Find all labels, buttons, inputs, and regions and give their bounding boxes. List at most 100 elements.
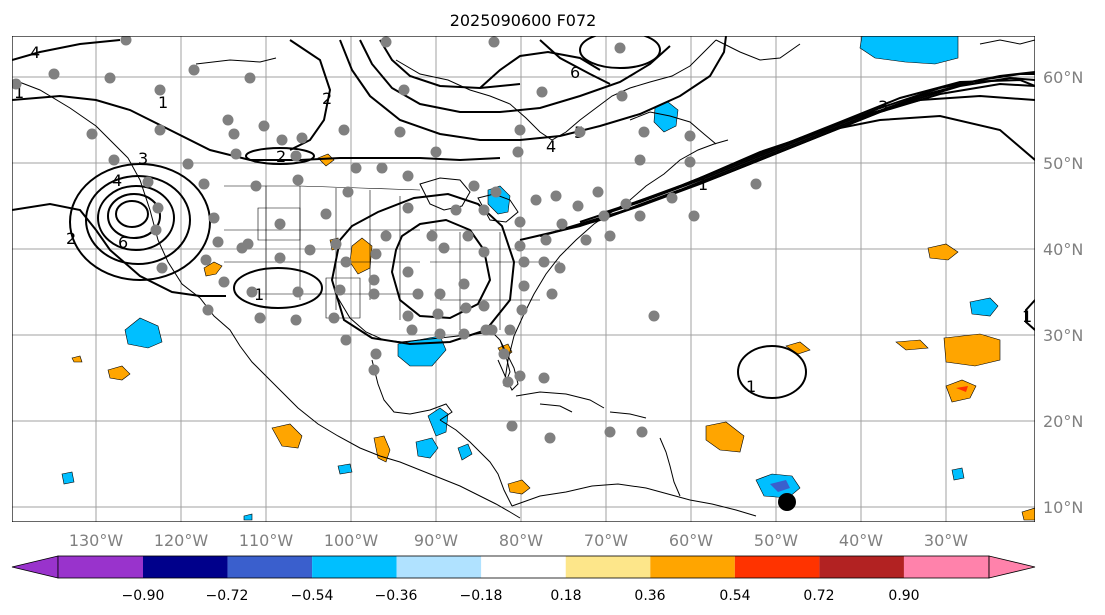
station-dot (380, 230, 392, 242)
station-dot (330, 238, 342, 250)
station-dot (488, 36, 500, 48)
lat-label: 30°N (1043, 326, 1083, 345)
station-dot (402, 202, 414, 214)
contour-label: 1 (158, 93, 168, 112)
station-dot (538, 372, 550, 384)
station-dot (320, 208, 332, 220)
station-dot (274, 252, 286, 264)
colorbar-segment (565, 556, 651, 578)
station-dot (480, 324, 492, 336)
station-dot (340, 334, 352, 346)
station-dot (536, 86, 548, 98)
station-dot (636, 426, 648, 438)
colorbar-outline (57, 555, 990, 579)
station-dot (154, 84, 166, 96)
station-dot (458, 328, 470, 340)
lat-label: 10°N (1043, 498, 1083, 517)
station-dot (638, 126, 650, 138)
station-dot (222, 114, 234, 126)
station-dot (12, 78, 22, 90)
colorbar-segment (227, 556, 313, 578)
station-dot (518, 280, 530, 292)
station-dot (244, 72, 256, 84)
longitude-labels: 130°W 120°W 110°W 100°W 90°W 80°W 70°W 6… (69, 531, 968, 550)
station-dot (292, 286, 304, 298)
station-dot (684, 156, 696, 168)
station-dot (458, 278, 470, 290)
station-markers (12, 36, 762, 444)
station-dot (290, 150, 302, 162)
station-dot (434, 288, 446, 300)
station-dot (634, 154, 646, 166)
station-dot (604, 426, 616, 438)
station-dot (292, 174, 304, 186)
station-dot (276, 134, 288, 146)
station-dot (462, 230, 474, 242)
station-dot (502, 376, 514, 388)
station-dot (350, 162, 362, 174)
station-dot (394, 126, 406, 138)
station-dot (228, 128, 240, 140)
station-dot (554, 262, 566, 274)
station-dot (556, 218, 568, 230)
lat-label: 40°N (1043, 240, 1083, 259)
colorbar-segment (903, 556, 989, 578)
station-dot (684, 130, 696, 142)
station-dot (200, 254, 212, 266)
lon-label: 90°W (414, 531, 458, 550)
contour-label: 2 (276, 147, 286, 166)
lon-label: 120°W (154, 531, 209, 550)
station-dot (550, 190, 562, 202)
station-dot (574, 126, 586, 138)
station-dot (218, 276, 230, 288)
station-dot (198, 178, 210, 190)
colorbar-segment (650, 556, 735, 578)
station-dot (544, 432, 556, 444)
contour-label: 1 (698, 175, 708, 194)
lon-label: 70°W (584, 531, 628, 550)
contour-label: 4 (546, 137, 556, 156)
contour-label: 4 (30, 43, 40, 62)
station-dot (530, 194, 542, 206)
contour-label: 1 (1022, 307, 1032, 326)
station-dot (108, 154, 120, 166)
colorbar-tick-labels: −0.90 −0.72 −0.54 −0.36 −0.18 0.18 0.36 … (122, 588, 920, 604)
map-panel: 4 1 3 4 2 6 2 1 6 5 4 1 3 1 1 2 1 (12, 36, 1035, 522)
station-dot (412, 288, 424, 300)
storm-center-marker (778, 493, 796, 511)
station-dot (370, 348, 382, 360)
station-dot (142, 176, 154, 188)
colorbar (11, 555, 1036, 579)
colorbar-segment (143, 556, 228, 578)
station-dot (634, 210, 646, 222)
station-dot (236, 242, 248, 254)
station-dot (512, 146, 524, 158)
station-dot (432, 308, 444, 320)
lon-label: 80°W (499, 531, 543, 550)
station-dot (208, 212, 220, 224)
station-dot (478, 300, 490, 312)
station-dot (430, 146, 442, 158)
colorbar-tick-label: 0.18 (550, 588, 581, 604)
station-dot (450, 204, 462, 216)
station-dot (620, 198, 632, 210)
station-dot (426, 230, 438, 242)
shaded-anomaly-patches (61, 36, 1035, 521)
station-dot (518, 256, 530, 268)
station-dot (402, 170, 414, 182)
contour-label: 6 (570, 63, 580, 82)
station-dot (258, 120, 270, 132)
station-dot (666, 192, 678, 204)
colorbar-segment (396, 556, 482, 578)
station-dot (402, 310, 414, 322)
station-dot (230, 148, 242, 160)
coastlines (13, 39, 1035, 519)
station-dot (514, 216, 526, 228)
colorbar-extend-high (988, 555, 1036, 579)
station-dot (434, 328, 446, 340)
station-dot (538, 256, 550, 268)
station-dot (514, 240, 526, 252)
lon-label: 30°W (924, 531, 968, 550)
station-dot (368, 274, 380, 286)
contour-label: 6 (118, 233, 128, 252)
